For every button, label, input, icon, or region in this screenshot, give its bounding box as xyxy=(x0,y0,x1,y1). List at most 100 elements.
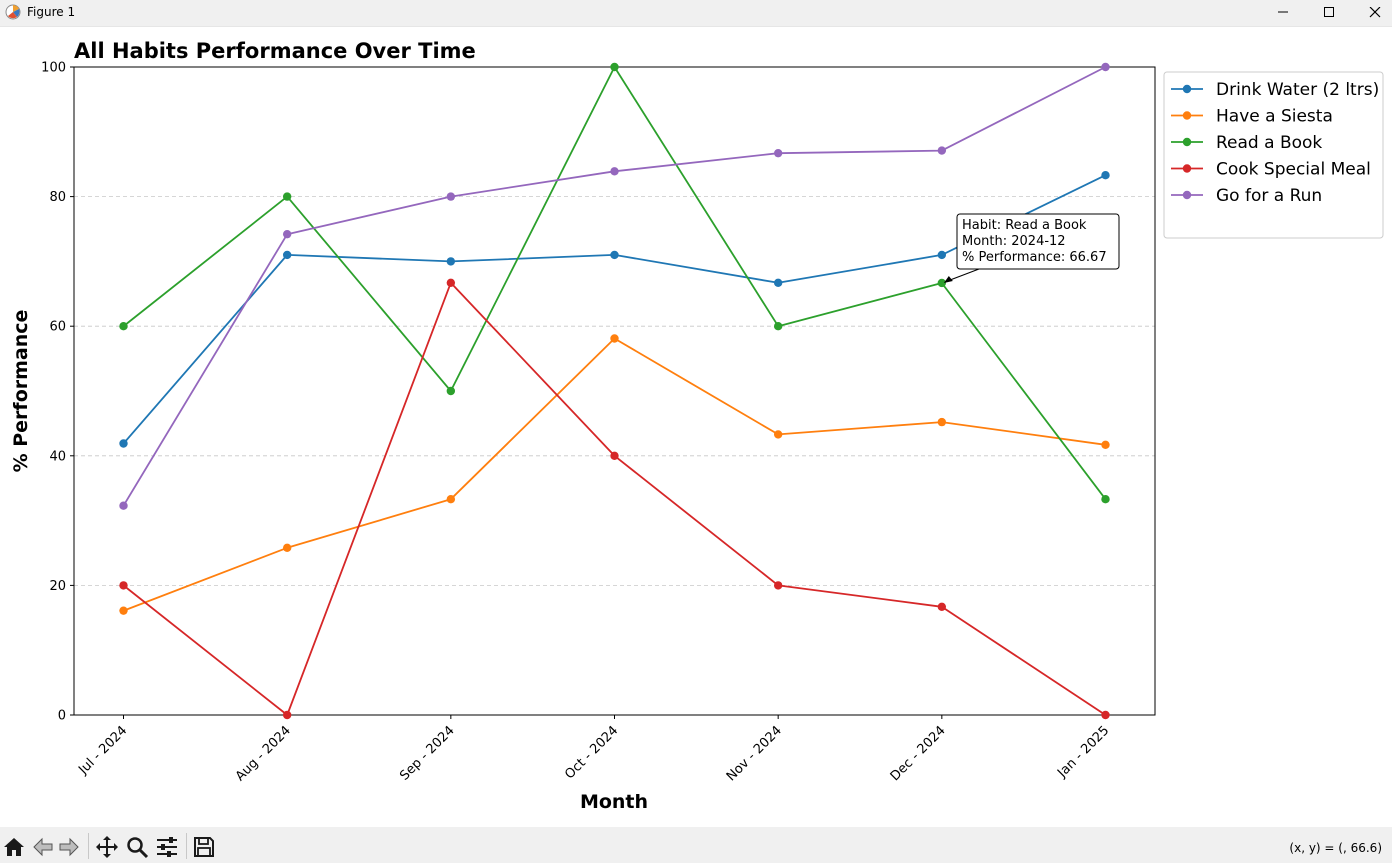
matplotlib-icon xyxy=(5,4,21,20)
legend-box xyxy=(1163,71,1384,239)
data-point xyxy=(773,148,783,158)
legend-label: Have a Siesta xyxy=(1216,107,1333,127)
data-point xyxy=(282,192,292,201)
save-button[interactable] xyxy=(191,834,217,860)
series-line xyxy=(122,66,1107,500)
data-point xyxy=(446,278,456,287)
x-tick-label: Oct - 2024 xyxy=(562,723,621,782)
annotation-box xyxy=(956,213,1120,270)
window-title: Figure 1 xyxy=(27,5,76,19)
data-point xyxy=(119,581,128,590)
series-go-for-a-run xyxy=(119,62,1110,510)
zoom-button[interactable] xyxy=(124,834,150,860)
series-line xyxy=(123,337,1106,612)
series-drink-water-2-ltrs xyxy=(119,171,1110,448)
data-point xyxy=(446,192,456,201)
close-button[interactable] xyxy=(1352,0,1392,26)
data-point xyxy=(446,386,456,396)
data-point xyxy=(773,430,783,439)
cursor-coordinates: (x, y) = (, 66.6) xyxy=(1289,841,1382,855)
legend-marker xyxy=(1182,190,1192,200)
data-point xyxy=(1101,710,1110,720)
legend-entry: Read a Book xyxy=(1171,133,1322,153)
navigation-toolbar: (x, y) = (, 66.6) xyxy=(0,827,1392,863)
save-icon xyxy=(194,837,214,857)
data-point xyxy=(446,257,456,266)
toolbar-separator xyxy=(186,833,187,859)
data-point xyxy=(1101,440,1110,449)
configure-subplots-button[interactable] xyxy=(154,834,180,860)
data-point xyxy=(1101,495,1110,504)
minimize-button[interactable] xyxy=(1260,0,1306,26)
chart-title: All Habits Performance Over Time xyxy=(74,39,476,63)
x-tick-label: Nov - 2024 xyxy=(724,723,785,784)
plot-frame xyxy=(73,66,1156,716)
data-point xyxy=(937,146,947,155)
close-icon xyxy=(1369,7,1381,18)
pan-button[interactable] xyxy=(94,834,120,860)
data-point xyxy=(1101,62,1110,72)
x-tick-label: Jul - 2024 xyxy=(75,723,130,778)
legend-label: Cook Special Meal xyxy=(1216,160,1371,180)
annotation-text: Month: 2024-12 xyxy=(962,234,1066,249)
configure-subplots-icon xyxy=(157,837,177,857)
legend-marker xyxy=(1182,164,1192,173)
x-tick-label: Aug - 2024 xyxy=(233,723,294,784)
legend-label: Drink Water (2 ltrs) xyxy=(1216,80,1379,100)
data-point xyxy=(282,229,292,239)
y-tick-label: 60 xyxy=(49,320,66,335)
legend-entry: Cook Special Meal xyxy=(1171,160,1371,180)
home-button[interactable] xyxy=(1,834,27,860)
data-point xyxy=(773,322,783,331)
forward-icon xyxy=(59,837,79,857)
maximize-button[interactable] xyxy=(1306,0,1352,26)
y-axis-label: % Performance xyxy=(10,310,32,473)
x-axis-label: Month xyxy=(580,791,648,813)
data-point xyxy=(610,250,619,260)
data-point xyxy=(446,495,456,504)
data-point xyxy=(773,581,783,590)
legend-label: Read a Book xyxy=(1216,133,1322,153)
zoom-icon xyxy=(127,837,149,859)
y-tick-label: 100 xyxy=(41,61,66,76)
series-have-a-siesta xyxy=(119,334,1110,615)
y-tick-label: 20 xyxy=(49,579,66,594)
legend-entry: Drink Water (2 ltrs) xyxy=(1171,80,1379,100)
data-point xyxy=(610,334,619,343)
data-point xyxy=(119,322,128,331)
data-point xyxy=(119,501,128,510)
legend-label: Go for a Run xyxy=(1216,186,1322,206)
data-point xyxy=(610,451,619,460)
y-tick-label: 0 xyxy=(58,709,66,724)
y-tick-label: 40 xyxy=(49,449,66,464)
maximize-icon xyxy=(1324,7,1334,17)
x-tick-label: Jan - 2025 xyxy=(1054,723,1112,781)
legend-entry: Have a Siesta xyxy=(1171,107,1333,127)
data-point xyxy=(937,602,947,611)
series-line xyxy=(122,66,1106,507)
data-point xyxy=(282,250,292,260)
back-button[interactable] xyxy=(30,834,56,860)
forward-button[interactable] xyxy=(56,834,82,860)
data-point xyxy=(937,278,947,288)
legend-marker xyxy=(1182,137,1192,147)
data-point xyxy=(119,606,128,615)
window-titlebar: Figure 1 xyxy=(0,0,1392,27)
data-point xyxy=(282,543,292,553)
series-read-a-book xyxy=(119,62,1110,504)
series-line xyxy=(122,281,1106,716)
legend-marker xyxy=(1182,84,1192,94)
data-point xyxy=(119,439,128,448)
minimize-icon xyxy=(1278,11,1288,13)
home-icon xyxy=(4,838,24,856)
data-point xyxy=(282,710,292,720)
data-point xyxy=(610,167,619,176)
legend-entry: Go for a Run xyxy=(1171,186,1322,206)
data-point xyxy=(937,417,947,427)
data-point xyxy=(610,62,619,72)
y-tick-label: 80 xyxy=(49,190,66,205)
annotation-text: % Performance: 66.67 xyxy=(962,250,1107,265)
toolbar-separator xyxy=(88,833,89,859)
data-point xyxy=(937,250,947,260)
data-point xyxy=(773,278,783,287)
